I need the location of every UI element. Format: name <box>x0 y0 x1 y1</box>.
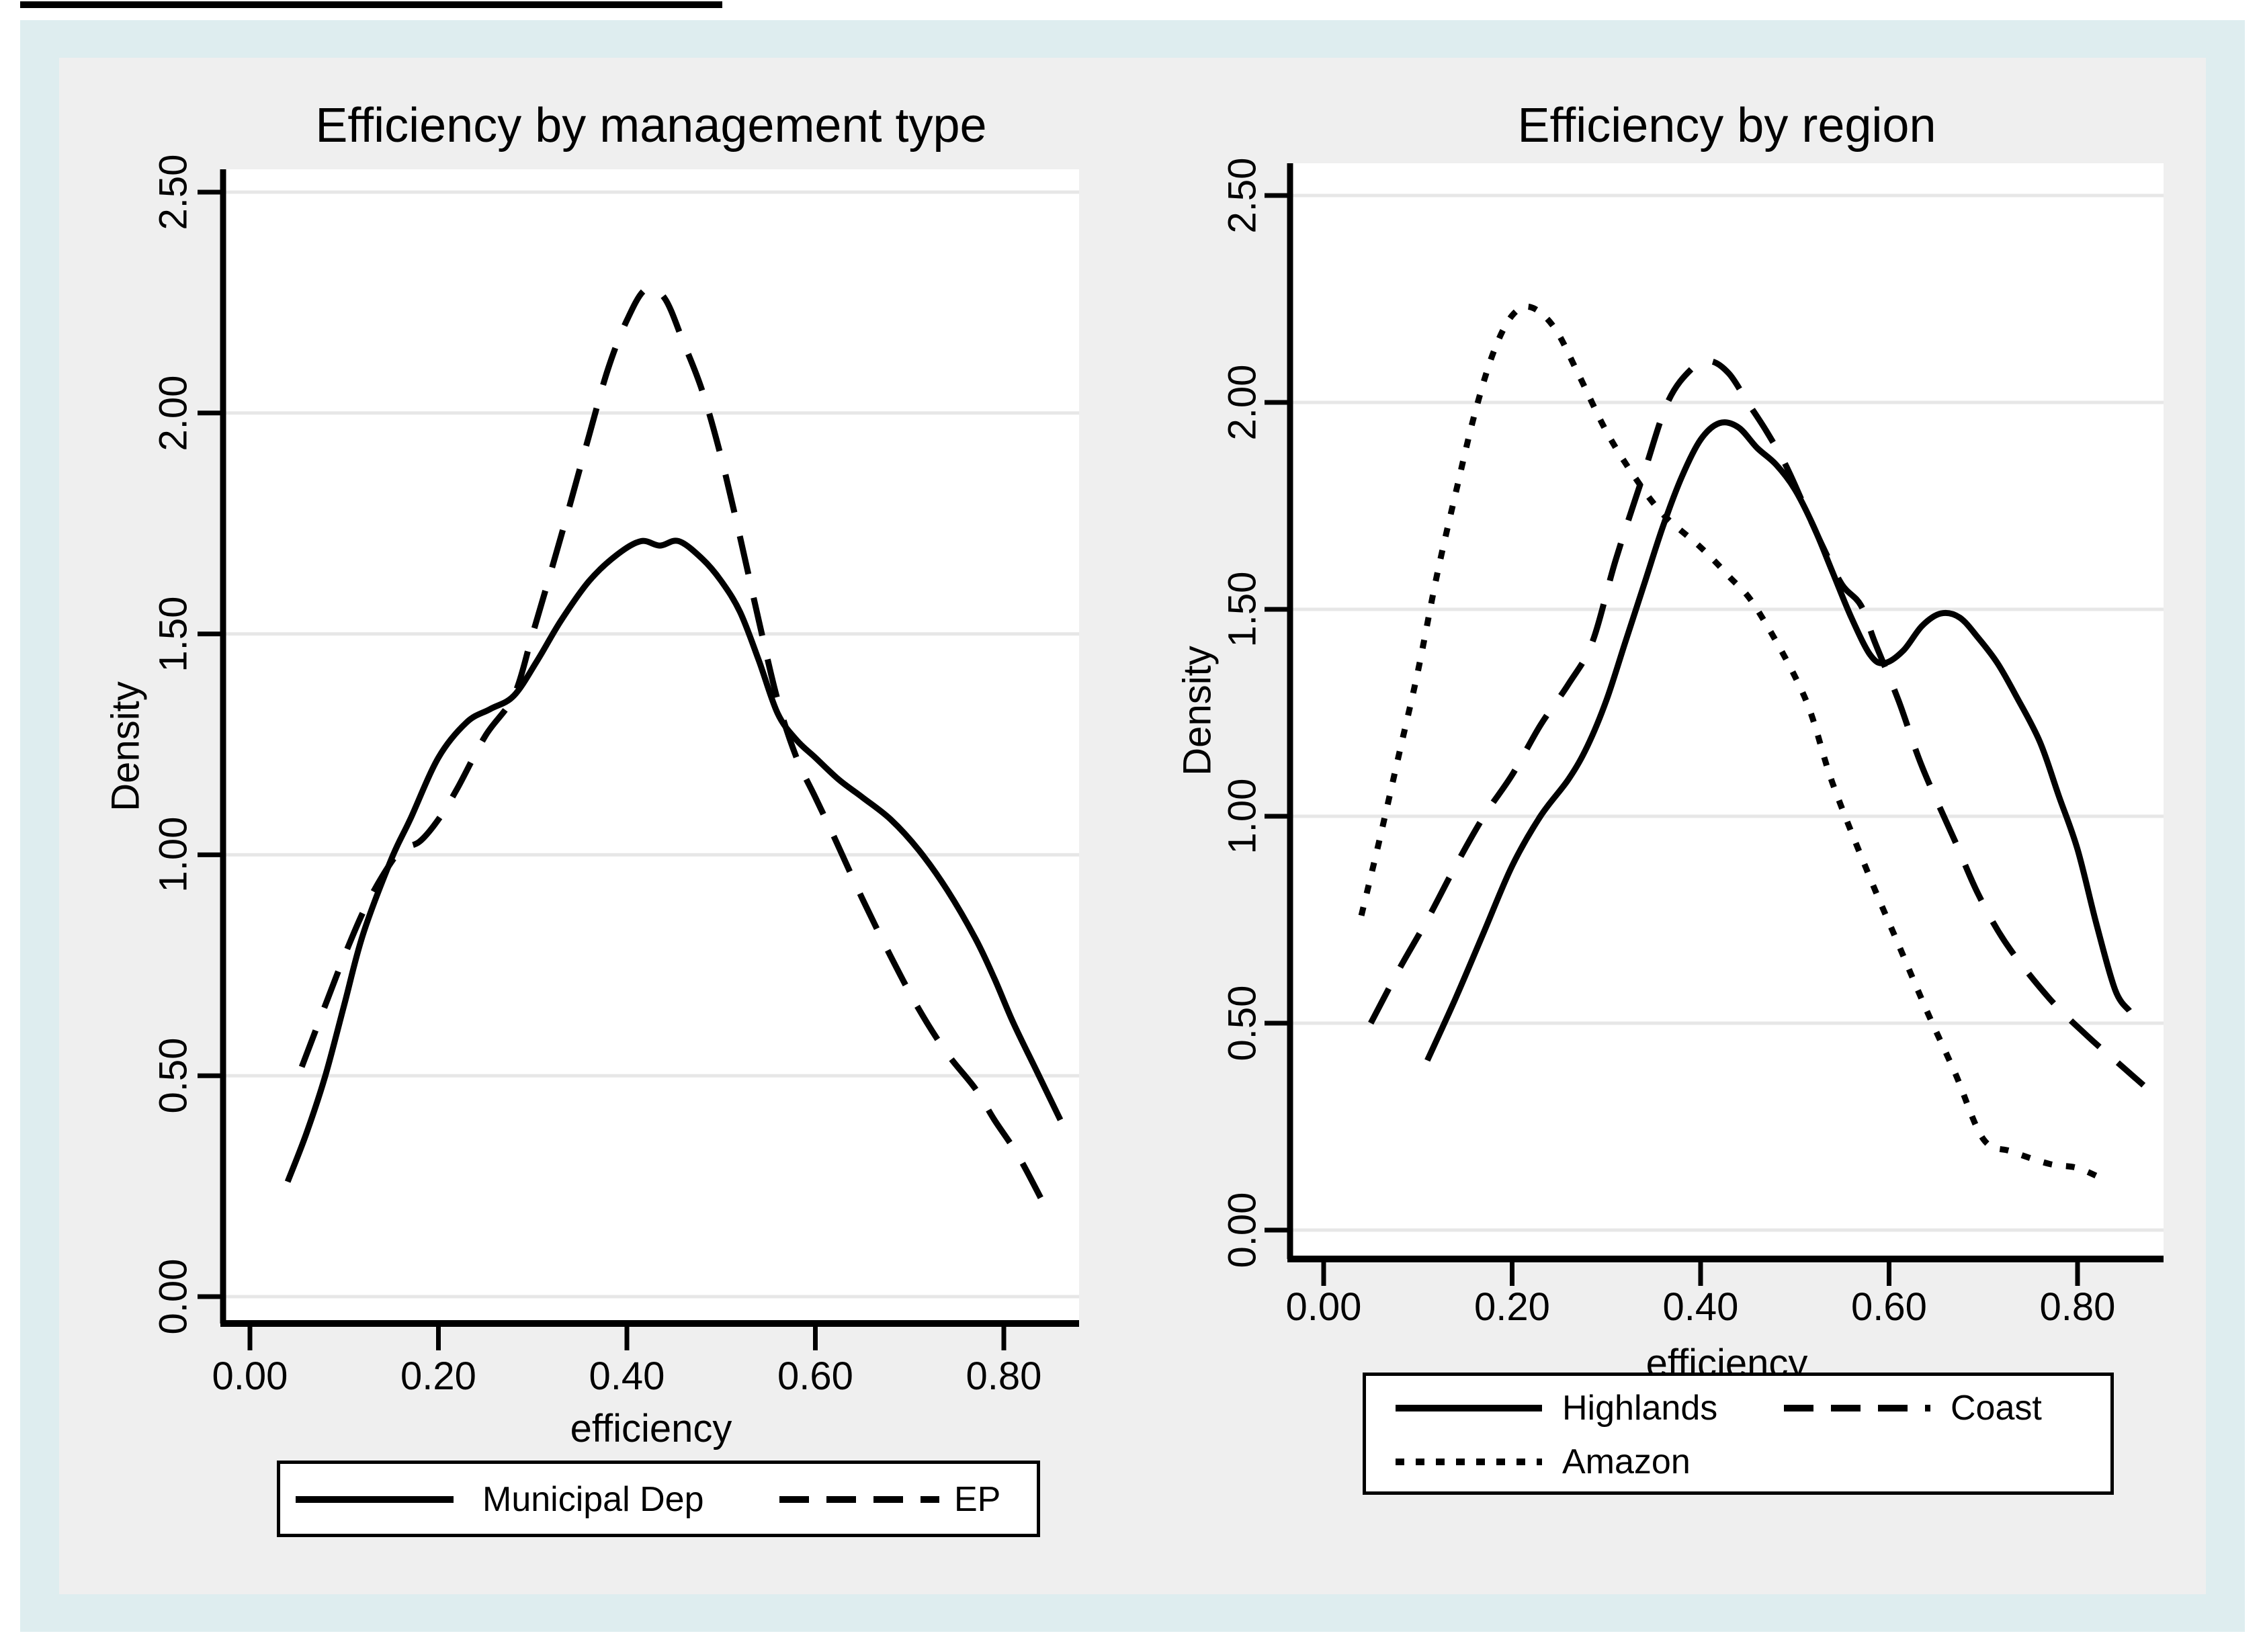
plot-area-region <box>1265 163 2164 1286</box>
y-tick-label: 0.50 <box>151 1037 196 1114</box>
x-tick-label: 0.60 <box>1851 1285 1927 1329</box>
plot-area-management <box>198 169 1079 1350</box>
y-tick-label: 1.50 <box>1220 571 1265 648</box>
y-axis-label-region: Density <box>1175 646 1220 776</box>
x-tick-label: 0.40 <box>589 1354 665 1398</box>
y-tick-label: 0.00 <box>1220 1192 1265 1268</box>
y-tick-label: 1.50 <box>151 596 196 672</box>
x-tick-label: 0.60 <box>777 1354 853 1398</box>
legend-label-coast: Coast <box>1951 1389 2042 1428</box>
x-tick-label: 0.00 <box>1285 1285 1362 1329</box>
top-edge-artifact <box>20 1 722 8</box>
y-tick-label: 0.50 <box>1220 985 1265 1061</box>
legend-sample-municipal-solid-line <box>296 1496 454 1503</box>
y-tick-label: 2.50 <box>1220 157 1265 234</box>
legend-sample-highlands-solid-line <box>1396 1405 1542 1411</box>
legend-label-highlands: Highlands <box>1562 1389 1718 1428</box>
x-tick-label: 0.20 <box>400 1354 476 1398</box>
y-tick-label: 1.00 <box>151 816 196 893</box>
x-tick-label: 0.80 <box>2039 1285 2116 1329</box>
legend-sample-ep-dashed-line <box>779 1496 939 1503</box>
legend-region <box>1363 1373 2114 1495</box>
x-tick-label: 0.20 <box>1474 1285 1550 1329</box>
x-tick-label: 0.40 <box>1662 1285 1739 1329</box>
chart-title-management: Efficiency by management type <box>315 99 987 153</box>
y-tick-label: 2.00 <box>151 375 196 451</box>
x-axis-label-management: efficiency <box>570 1407 732 1450</box>
legend-sample-coast-dashed-line <box>1784 1405 1930 1411</box>
legend-label-ep: EP <box>954 1480 1001 1519</box>
chart-title-region: Efficiency by region <box>1517 99 1936 153</box>
y-tick-label: 2.00 <box>1220 364 1265 441</box>
x-tick-label: 0.80 <box>966 1354 1042 1398</box>
y-tick-label: 0.00 <box>151 1258 196 1335</box>
legend-label-municipal: Municipal Dep <box>482 1480 704 1519</box>
legend-sample-amazon-dotted-line <box>1396 1459 1542 1465</box>
x-tick-label: 0.00 <box>212 1354 288 1398</box>
y-axis-label-management: Density <box>103 681 148 812</box>
y-tick-label: 2.50 <box>151 154 196 230</box>
y-tick-label: 1.00 <box>1220 778 1265 855</box>
legend-label-amazon: Amazon <box>1562 1442 1691 1481</box>
